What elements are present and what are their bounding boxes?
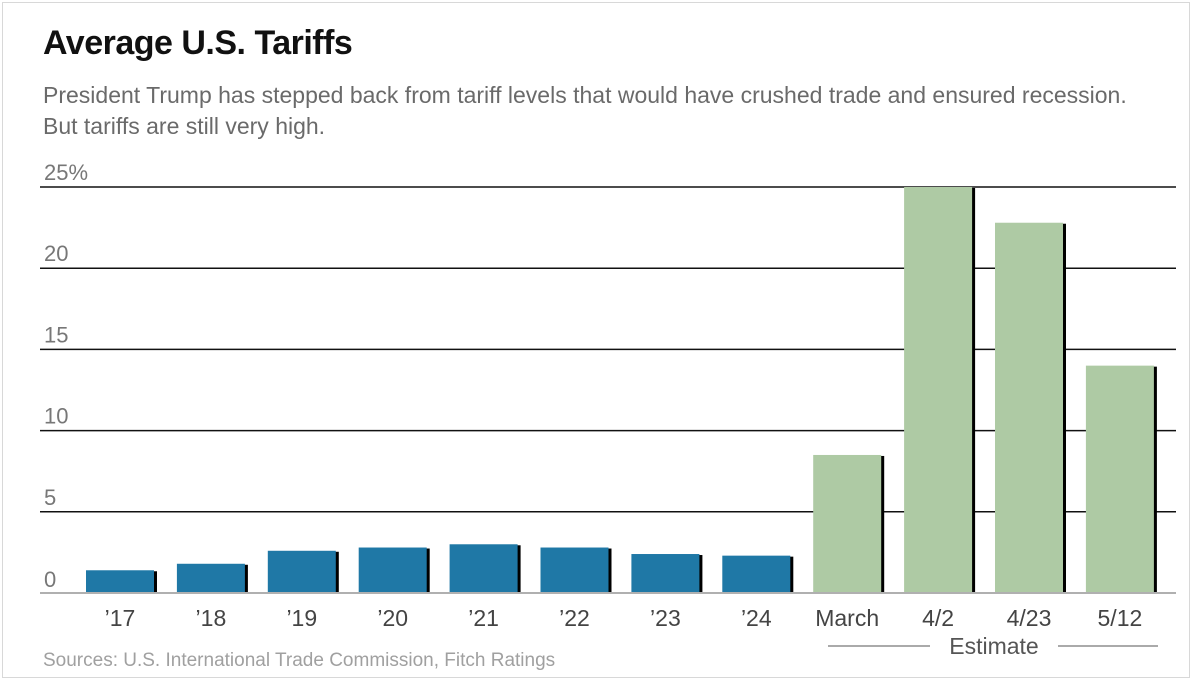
estimate-label: Estimate: [949, 633, 1038, 659]
x-tick-label: ’17: [105, 605, 136, 631]
bar-shadow: [425, 548, 430, 593]
bar-shadow: [698, 555, 703, 593]
x-tick-label: ’23: [650, 605, 681, 631]
bar: [86, 570, 154, 593]
bar-shadow: [516, 545, 521, 593]
bar: [540, 547, 609, 593]
bar-shadow: [1062, 223, 1066, 593]
bar-shadow: [789, 556, 794, 593]
y-tick-label: 15: [44, 322, 68, 347]
x-tick-label: ’24: [741, 605, 772, 631]
bar: [631, 554, 700, 593]
bar: [176, 563, 245, 593]
bar: [813, 454, 882, 593]
chart-title: Average U.S. Tariffs: [43, 24, 353, 62]
y-tick-label: 10: [44, 404, 68, 429]
source-note: Sources: U.S. International Trade Commis…: [43, 650, 556, 671]
bar-shadow: [334, 551, 339, 593]
bar-shadow: [1152, 366, 1157, 593]
x-tick-label: 4/23: [1007, 605, 1052, 631]
bar: [358, 547, 427, 593]
x-tick-label: ’22: [559, 605, 590, 631]
x-tick-label: ’18: [196, 605, 227, 631]
x-tick-label: ’20: [377, 605, 408, 631]
bar: [449, 544, 518, 593]
y-tick-label: 25%: [44, 160, 88, 185]
bar: [722, 555, 791, 593]
x-tick-label: 4/2: [922, 605, 954, 631]
y-tick-label: 0: [44, 567, 56, 592]
bar-shadow: [153, 571, 157, 593]
bar: [1085, 365, 1154, 593]
x-tick-label: ’19: [286, 605, 317, 631]
chart-subtitle: President Trump has stepped back from ta…: [43, 82, 1127, 139]
x-tick-label: ’21: [468, 605, 499, 631]
bar: [267, 550, 336, 593]
bar: [904, 187, 973, 593]
y-tick-label: 5: [44, 485, 56, 510]
bar: [995, 222, 1063, 593]
bar-shadow: [880, 455, 885, 593]
bar-shadow: [607, 548, 612, 593]
bar-shadow: [243, 564, 248, 593]
bar-shadow: [971, 188, 976, 593]
x-tick-label: 5/12: [1098, 605, 1143, 631]
y-tick-label: 20: [44, 241, 68, 266]
x-tick-label: March: [815, 605, 879, 631]
